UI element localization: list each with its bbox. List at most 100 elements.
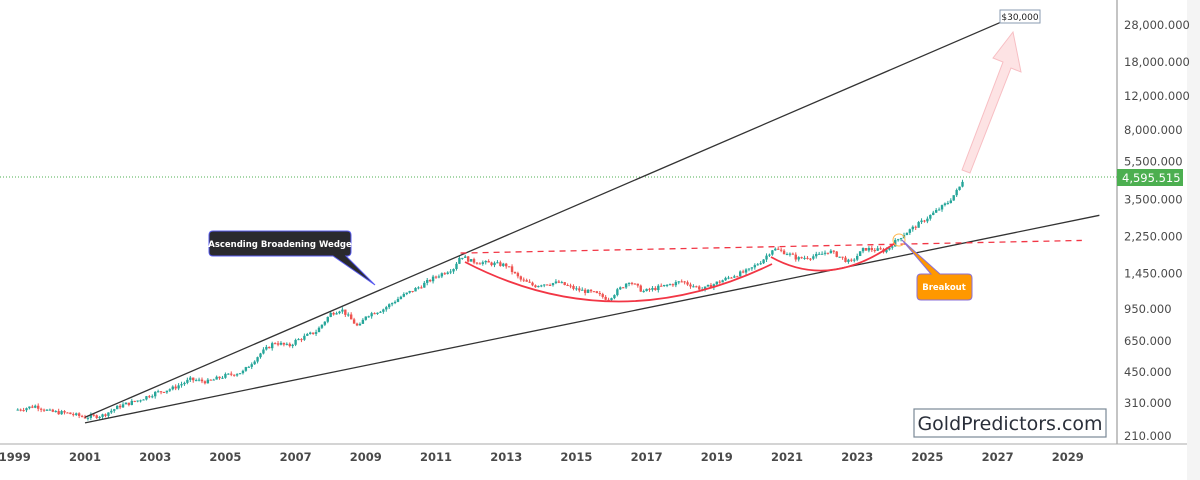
target-arrow[interactable]	[961, 30, 1022, 174]
candle	[133, 400, 136, 403]
candle	[203, 380, 207, 385]
pattern-callout[interactable]: Ascending Broadening Wedge	[208, 230, 376, 286]
x-tick-label: 2015	[560, 450, 592, 464]
candle	[156, 389, 160, 393]
candle	[581, 287, 584, 291]
target-label[interactable]: $30,000	[999, 9, 1041, 24]
candle	[206, 378, 210, 384]
candle	[566, 283, 569, 287]
candle	[864, 247, 868, 251]
candle	[867, 246, 871, 253]
candle	[113, 408, 116, 413]
candle	[414, 287, 417, 292]
candle	[572, 284, 575, 291]
candle	[718, 280, 721, 284]
candle	[674, 280, 678, 288]
candle	[844, 255, 847, 263]
candle	[221, 375, 224, 379]
candle	[358, 322, 362, 326]
candle	[592, 290, 596, 293]
resistance-dashed-line[interactable]	[460, 239, 1082, 254]
candle	[297, 338, 300, 341]
candle	[262, 347, 265, 355]
candle	[493, 261, 496, 268]
candle	[446, 271, 449, 275]
candle	[677, 281, 680, 285]
candle	[320, 324, 324, 330]
candle	[464, 254, 467, 258]
candle	[452, 268, 455, 274]
candle	[309, 331, 312, 335]
cup-arc-small[interactable]	[770, 242, 896, 272]
candle	[461, 257, 464, 260]
x-tick-label: 2019	[701, 450, 733, 464]
candle	[583, 288, 587, 296]
x-tick-label: 2005	[209, 450, 241, 464]
candle	[51, 408, 55, 413]
candle	[148, 394, 151, 399]
candle	[856, 253, 859, 262]
candle	[34, 404, 37, 409]
candle	[151, 394, 154, 399]
y-tick-label: 650.000	[1124, 334, 1172, 348]
price-axis[interactable]: 28,000.000 18,000.000 12,000.000 8,000.000 5…	[1124, 18, 1190, 443]
candle	[934, 208, 938, 214]
candle	[402, 292, 406, 298]
candle	[636, 283, 640, 288]
candle	[809, 258, 812, 261]
time-axis[interactable]: 1999 2001 2003 2005 2007 2009 2011 2013 2015 2017…	[0, 450, 1084, 464]
candle	[961, 179, 964, 188]
candle	[543, 284, 546, 288]
candle	[224, 372, 227, 379]
candle	[683, 280, 686, 285]
last-price-badge: 4,595.515	[1117, 169, 1183, 186]
candle	[294, 338, 297, 347]
candle	[215, 375, 218, 380]
candle	[554, 279, 558, 285]
candle	[774, 247, 777, 251]
candle	[507, 266, 511, 268]
candle	[311, 332, 315, 335]
cup-arc-large[interactable]	[464, 261, 773, 303]
candle	[60, 409, 63, 415]
candle	[756, 263, 759, 266]
candle	[797, 256, 800, 262]
breakout-callout[interactable]: Breakout	[901, 239, 973, 301]
candle	[721, 279, 724, 283]
candle	[285, 342, 289, 346]
candle	[475, 262, 479, 265]
candle	[586, 289, 590, 294]
candle	[540, 284, 543, 288]
candle	[651, 286, 654, 292]
candle	[437, 274, 441, 279]
candle	[806, 256, 809, 260]
candle	[665, 284, 669, 288]
candle	[548, 283, 552, 286]
target-label-text: $30,000	[1001, 13, 1038, 23]
candle	[379, 310, 382, 313]
candle	[347, 312, 350, 317]
lower-wedge-line[interactable]	[84, 214, 1100, 424]
candle	[633, 283, 637, 285]
candle	[747, 268, 751, 272]
candle	[235, 373, 239, 377]
candle	[826, 252, 830, 255]
candle	[107, 412, 110, 419]
watermark-text: GoldPredictors.com	[917, 413, 1102, 435]
candle	[920, 218, 923, 224]
candle	[271, 341, 274, 351]
candle	[739, 270, 742, 277]
upper-wedge-line[interactable]	[84, 18, 1009, 418]
candle	[662, 284, 666, 287]
y-tick-label: 3,500.000	[1124, 193, 1183, 207]
candle	[595, 290, 599, 294]
y-tick-label: 450.000	[1124, 365, 1172, 379]
breakout-label-text: Breakout	[922, 283, 966, 293]
candle	[744, 268, 748, 276]
candle	[440, 272, 444, 279]
candle	[39, 407, 43, 413]
candle	[794, 252, 797, 262]
candle	[905, 232, 909, 236]
candle	[466, 255, 470, 263]
